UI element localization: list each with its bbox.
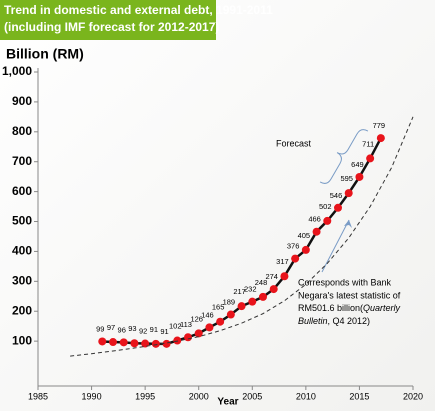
data-label: 96 — [118, 325, 126, 334]
data-point — [269, 285, 278, 294]
forecast-label: Forecast — [276, 138, 312, 148]
data-point — [344, 189, 353, 198]
note-text: RM501.6 billion( — [298, 303, 363, 313]
data-label: 165 — [212, 303, 225, 312]
x-axis-label: Year — [217, 397, 238, 408]
data-label: 113 — [180, 320, 192, 329]
data-point — [280, 272, 289, 281]
x-tick-label: 1995 — [135, 391, 155, 401]
chart-title: (including IMF forecast for 2012-2017) — [4, 20, 219, 34]
data-point — [109, 338, 117, 347]
note-line: Negara's latest statistic of — [298, 290, 401, 300]
note-line: Bulletin, Q4 2012) — [298, 316, 370, 326]
data-label: 146 — [201, 310, 214, 319]
data-point — [259, 292, 267, 301]
x-tick-label: 2020 — [403, 391, 423, 401]
note-text: Bulletin — [298, 316, 328, 326]
data-point — [151, 339, 160, 348]
data-point — [301, 245, 310, 254]
data-label: 595 — [340, 174, 353, 183]
data-label: 189 — [223, 298, 236, 307]
data-point — [323, 216, 332, 225]
trend-line — [70, 116, 414, 357]
data-point — [98, 337, 107, 346]
title-box — [0, 0, 216, 40]
data-point — [226, 310, 235, 319]
data-point — [162, 339, 171, 348]
y-tick-label: 1,000 — [2, 64, 32, 78]
y-tick-label: 800 — [12, 124, 32, 138]
y-tick-label: 700 — [12, 154, 32, 168]
data-point — [366, 154, 375, 163]
data-point — [205, 323, 214, 332]
data-label: 376 — [287, 242, 300, 251]
data-label: 274 — [265, 272, 278, 281]
data-label: 779 — [373, 121, 386, 130]
data-label: 546 — [330, 191, 343, 200]
data-label: 711 — [362, 139, 374, 148]
chart-title: Trend in domestic and external debt, 199… — [4, 3, 273, 17]
data-point — [173, 336, 182, 345]
data-label: 97 — [107, 323, 115, 332]
note-text: , Q4 2012) — [328, 316, 371, 326]
y-tick-label: 400 — [12, 244, 32, 258]
data-label: 466 — [308, 215, 321, 224]
data-point — [376, 134, 385, 143]
data-point — [291, 254, 300, 263]
y-axis-label: Billion (RM) — [6, 46, 84, 62]
x-tick-label: 2015 — [349, 391, 369, 401]
note-arrow — [321, 219, 350, 273]
data-label: 92 — [139, 327, 147, 336]
data-point — [184, 333, 192, 342]
x-tick-label: 1985 — [28, 391, 48, 401]
x-tick-label: 1990 — [82, 391, 102, 401]
note: Corresponds with Bank Negara's latest st… — [298, 277, 401, 326]
note-arrowhead — [344, 220, 352, 228]
y-tick-label: 300 — [12, 274, 32, 288]
note-line: Corresponds with Bank — [298, 277, 392, 287]
data-label: 91 — [160, 327, 168, 336]
data-point — [237, 302, 246, 311]
data-label: 102 — [169, 322, 182, 331]
y-tick-label: 500 — [12, 214, 32, 228]
y-tick-label: 200 — [12, 303, 32, 317]
data-label: 232 — [244, 285, 257, 294]
data-label: 91 — [150, 325, 158, 334]
data-label: 649 — [351, 160, 364, 169]
note-text: Quarterly — [363, 303, 401, 313]
data-label: 502 — [319, 202, 332, 211]
note-line: RM501.6 billion(Quarterly — [298, 303, 401, 313]
y-tick-label: 100 — [12, 333, 32, 347]
data-label: 317 — [276, 257, 289, 266]
data-label: 217 — [233, 287, 246, 296]
data-point — [334, 203, 342, 212]
data-point — [216, 317, 225, 326]
x-tick-label: 2005 — [242, 391, 262, 401]
data-point — [194, 329, 203, 338]
data-label: 93 — [128, 324, 136, 333]
data-label: 405 — [298, 231, 311, 240]
y-tick-label: 900 — [12, 94, 32, 108]
x-tick-label: 2010 — [296, 391, 316, 401]
data-point — [141, 339, 150, 348]
data-point — [312, 227, 321, 236]
data-point — [119, 338, 128, 347]
data-label: 126 — [190, 314, 203, 323]
forecast-brace — [319, 129, 369, 184]
data-point — [130, 339, 139, 348]
x-tick-label: 2000 — [189, 391, 209, 401]
y-tick-label: 600 — [12, 184, 32, 198]
data-point — [248, 297, 257, 306]
data-label: 99 — [96, 324, 104, 333]
data-point — [355, 172, 364, 181]
data-label: 248 — [255, 278, 268, 287]
